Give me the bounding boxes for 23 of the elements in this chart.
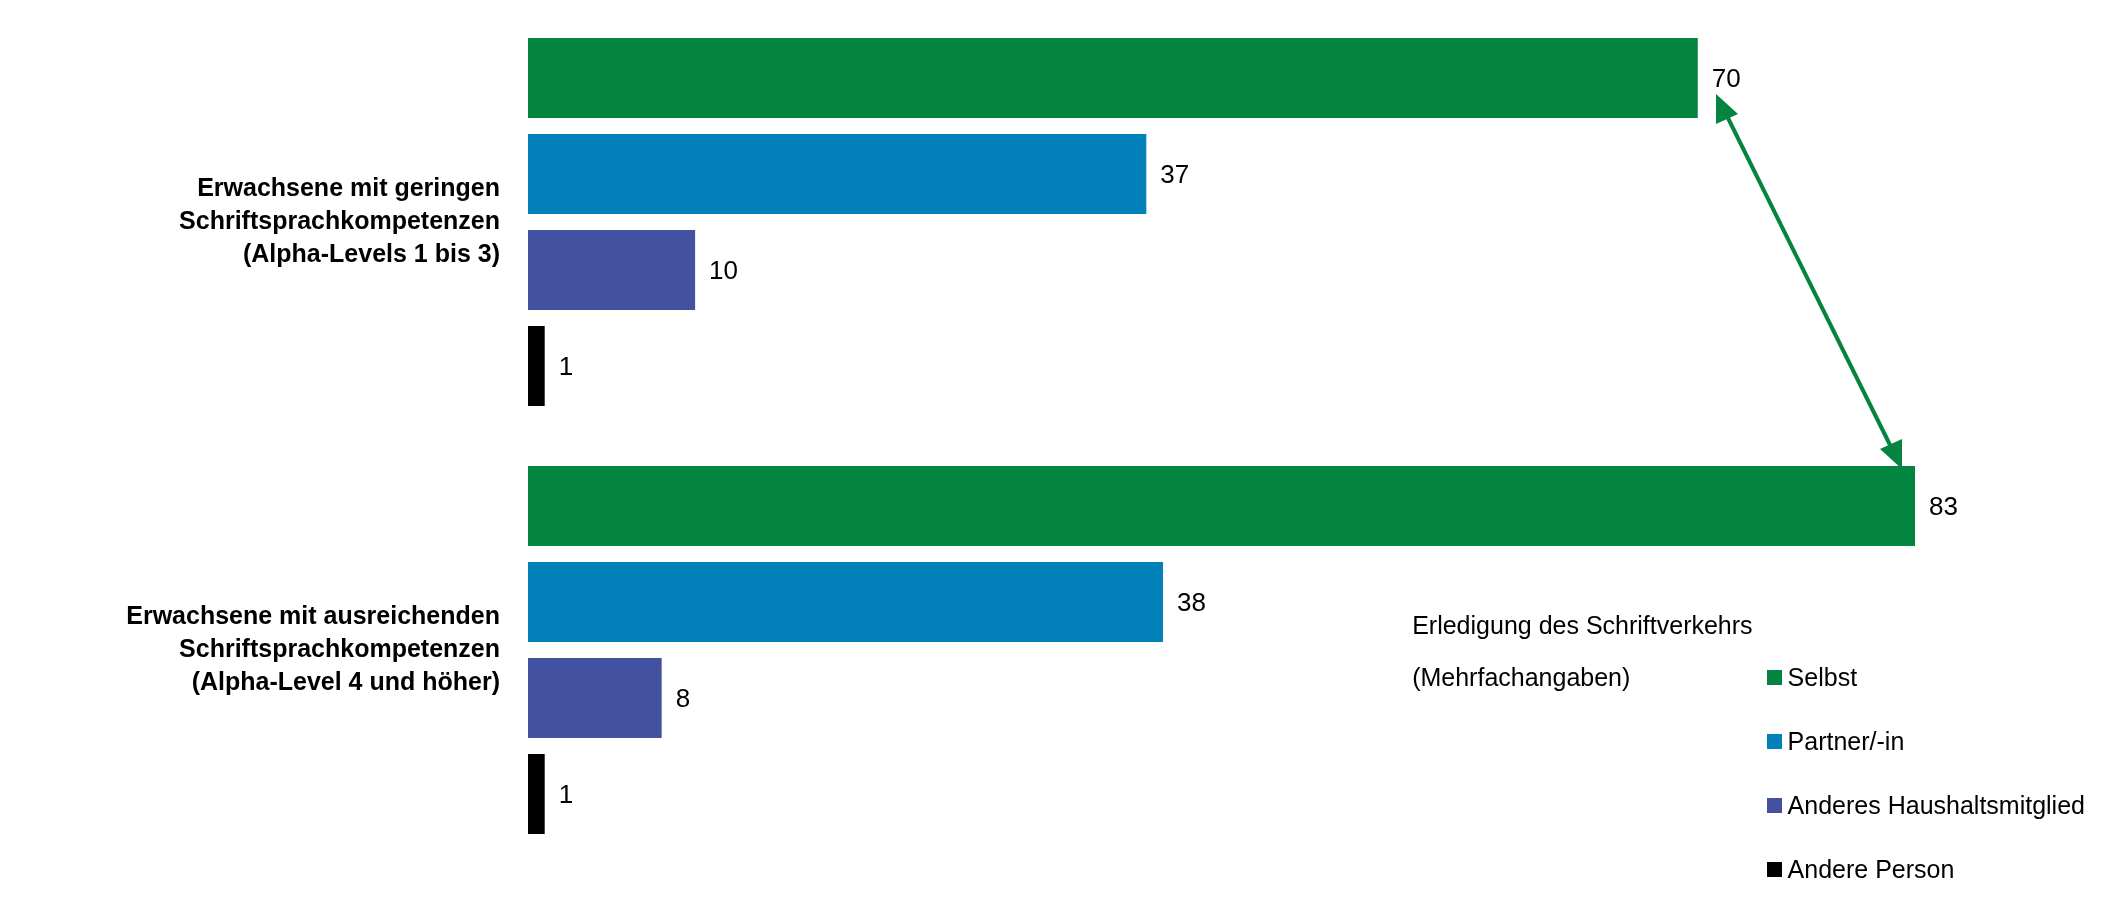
bar (528, 754, 545, 834)
data-label: 70 (1711, 63, 1741, 94)
data-label: 10 (709, 255, 739, 286)
y-tick-label: Erwachsene mit geringen Schriftsprachkompetenzen (Alpha-Levels 1 bis 3) (179, 172, 500, 267)
data-label: 37 (1160, 159, 1190, 190)
data-label: 1 (558, 351, 574, 382)
legend-title: Erledigung des Schriftverkehrs (Mehrfachangaben) (1412, 610, 1753, 693)
legend-label: Partner/-in (1786, 726, 1906, 757)
bar (528, 326, 545, 406)
y-tick-label: Erwachsene mit ausreichenden Schriftsprachkompetenzen (Alpha-Level 4 und höher) (126, 600, 500, 695)
data-label: 38 (1177, 587, 1206, 618)
bar (528, 230, 696, 310)
data-label: 83 (1929, 491, 1958, 522)
bar (528, 562, 1164, 642)
legend-label: Selbst (1786, 662, 1859, 693)
data-label: 8 (675, 683, 691, 714)
bar (528, 38, 1698, 118)
bar (528, 134, 1147, 214)
legend-label: Anderes Haushaltsmitglied (1786, 790, 2085, 821)
bar (528, 658, 662, 738)
data-label: 1 (558, 779, 574, 810)
bar (528, 466, 1915, 546)
legend-label: Andere Person (1786, 854, 1956, 885)
